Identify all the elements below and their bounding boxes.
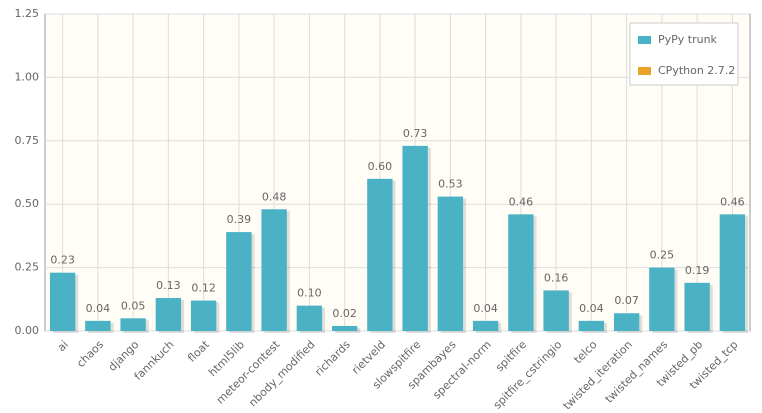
x-tick-label: richards: [312, 338, 353, 379]
y-tick-label: 0.50: [15, 197, 40, 210]
bar: [543, 290, 569, 331]
x-tick-label: telco: [571, 338, 599, 366]
bar: [331, 325, 358, 331]
value-label: 0.46: [720, 195, 745, 208]
legend: PyPy trunk CPython 2.7.2: [629, 22, 739, 86]
x-tick-label: twisted_names: [603, 338, 671, 406]
bar: [437, 196, 464, 331]
bar: [85, 320, 111, 331]
legend-swatch: [638, 67, 651, 75]
bar: [226, 232, 252, 331]
value-label: 0.07: [614, 294, 639, 307]
value-label: 0.23: [50, 254, 75, 267]
value-label: 0.16: [544, 271, 569, 284]
value-label: 0.25: [650, 249, 675, 262]
x-tick-label: float: [185, 338, 212, 365]
y-tick-label: 1.00: [15, 70, 40, 83]
bar: [649, 267, 675, 331]
bar: [402, 145, 428, 331]
x-tick-label: meteor-contest: [214, 338, 283, 407]
bar: [508, 214, 534, 331]
value-label: 0.04: [86, 302, 111, 315]
value-label: 0.10: [297, 287, 322, 300]
value-label: 0.19: [685, 264, 710, 277]
value-label: 0.12: [191, 282, 216, 295]
value-label: 0.73: [403, 127, 428, 140]
y-tick-label: 0.75: [15, 134, 40, 147]
value-label: 0.13: [156, 279, 181, 292]
value-label: 0.05: [121, 299, 146, 312]
y-tick-label: 1.25: [15, 7, 40, 20]
bar: [261, 209, 287, 331]
legend-label: CPython 2.7.2: [658, 64, 735, 77]
value-label: 0.02: [332, 307, 357, 320]
value-label: 0.48: [262, 190, 287, 203]
value-label: 0.04: [473, 302, 498, 315]
bar: [190, 300, 217, 331]
x-tick-label: spitfire_cstringio: [491, 338, 565, 412]
bar: [120, 318, 146, 331]
legend-label: PyPy trunk: [658, 33, 718, 46]
y-tick-label: 0.25: [15, 261, 40, 274]
bar: [719, 214, 746, 331]
value-label: 0.53: [438, 178, 463, 191]
value-label: 0.04: [579, 302, 604, 315]
bar: [49, 272, 76, 331]
bar: [472, 320, 499, 331]
value-label: 0.39: [227, 213, 252, 226]
x-tick-label: ai: [55, 338, 71, 354]
bar: [613, 313, 640, 331]
bar: [155, 298, 182, 331]
legend-swatch: [638, 36, 651, 44]
bar: [367, 178, 393, 331]
x-tick-label: chaos: [74, 338, 106, 370]
bar: [578, 320, 605, 331]
bar: [684, 282, 710, 331]
value-label: 0.60: [368, 160, 393, 173]
y-tick-label: 0.00: [15, 324, 40, 337]
value-label: 0.46: [509, 195, 534, 208]
x-tick-label: nbody_modified: [246, 338, 317, 409]
bar: [296, 305, 323, 331]
